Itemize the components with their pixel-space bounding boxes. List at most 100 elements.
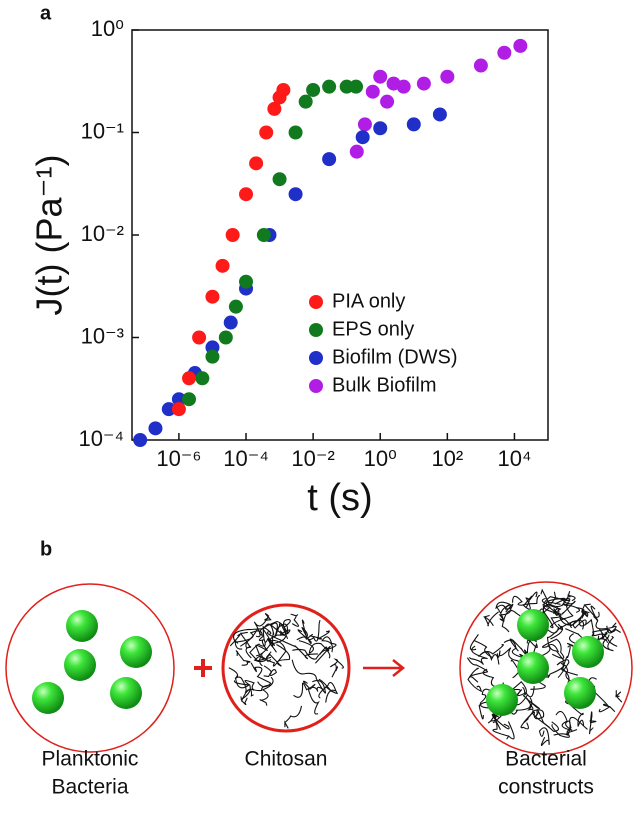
strand (240, 688, 255, 706)
strand (318, 678, 337, 694)
point (473, 58, 488, 73)
strand (541, 638, 565, 659)
point (228, 299, 243, 314)
strand (469, 634, 493, 658)
point (432, 107, 447, 122)
strand (496, 603, 512, 622)
strand (576, 607, 589, 619)
point (239, 187, 254, 202)
point (349, 79, 364, 94)
strand (588, 711, 597, 735)
strand (303, 680, 320, 715)
point (182, 371, 197, 386)
point (192, 330, 207, 345)
point (272, 172, 287, 187)
strand (237, 631, 251, 648)
strand (606, 625, 621, 634)
strand (296, 626, 312, 645)
strand (321, 636, 337, 659)
point (513, 38, 528, 53)
point (133, 433, 148, 447)
panel-label: a (40, 2, 52, 24)
point (215, 258, 230, 273)
strand (269, 623, 289, 649)
point (322, 152, 337, 167)
point (267, 101, 282, 116)
strand (512, 594, 541, 606)
point (406, 117, 421, 132)
strand (540, 588, 580, 613)
bacterium (572, 636, 604, 668)
strand (520, 697, 534, 730)
strand (253, 613, 272, 638)
strand (482, 611, 499, 627)
strand (597, 628, 610, 641)
item-label: constructs (498, 776, 594, 799)
bacterium (517, 652, 549, 684)
strand (298, 640, 330, 655)
bacterium (486, 684, 518, 716)
x-tick-label: 10⁻⁴ (223, 446, 269, 471)
strand (263, 665, 277, 678)
strands (228, 588, 623, 746)
strand (259, 676, 274, 706)
bacterium (120, 636, 152, 668)
strand (504, 681, 527, 696)
point (373, 69, 388, 84)
y-tick-label: 10⁻³ (81, 323, 124, 348)
item-label: Planktonic (42, 748, 139, 771)
strand (301, 619, 321, 642)
strand (515, 694, 540, 711)
strand (291, 659, 327, 694)
bacterium (564, 677, 596, 709)
strand (581, 603, 600, 621)
point (365, 84, 380, 99)
bacterium (110, 677, 142, 709)
strand (234, 676, 254, 697)
legend-marker (309, 351, 323, 365)
strand (602, 635, 618, 652)
point (249, 156, 264, 171)
circle (221, 603, 351, 733)
point (298, 94, 313, 109)
strand (565, 694, 585, 727)
point (223, 315, 238, 330)
point (205, 349, 220, 364)
x-tick-label: 10⁻² (291, 446, 334, 471)
point (276, 82, 291, 97)
legend-marker (309, 379, 323, 393)
point (380, 94, 395, 109)
strand (572, 616, 592, 629)
strand (466, 657, 489, 683)
bacterium (32, 682, 64, 714)
point (396, 79, 411, 94)
strand (250, 662, 272, 688)
point (218, 330, 233, 345)
y-tick-label: 10⁻¹ (81, 118, 124, 143)
point (195, 371, 210, 386)
strand (255, 635, 268, 659)
strand (561, 591, 576, 607)
y-tick-label: 10⁰ (91, 16, 124, 41)
strand (566, 716, 588, 733)
strand (329, 658, 344, 678)
y-tick-label: 10⁻² (81, 221, 124, 246)
point (440, 69, 455, 84)
point (225, 228, 240, 242)
strand (591, 689, 616, 713)
strand (235, 650, 251, 666)
point (182, 392, 197, 407)
diagram (5, 581, 633, 755)
x-axis-title: t (s) (307, 477, 372, 519)
legend-label: Bulk Biofilm (332, 374, 436, 396)
strand (495, 601, 514, 613)
panel-label: b (40, 538, 52, 560)
point (349, 144, 364, 159)
strand (261, 638, 287, 667)
strand (467, 667, 482, 693)
x-tick-label: 10⁴ (497, 446, 531, 471)
item-label: Bacteria (51, 776, 128, 799)
strand (535, 709, 559, 732)
legend-marker (309, 323, 323, 337)
strand (228, 667, 251, 689)
